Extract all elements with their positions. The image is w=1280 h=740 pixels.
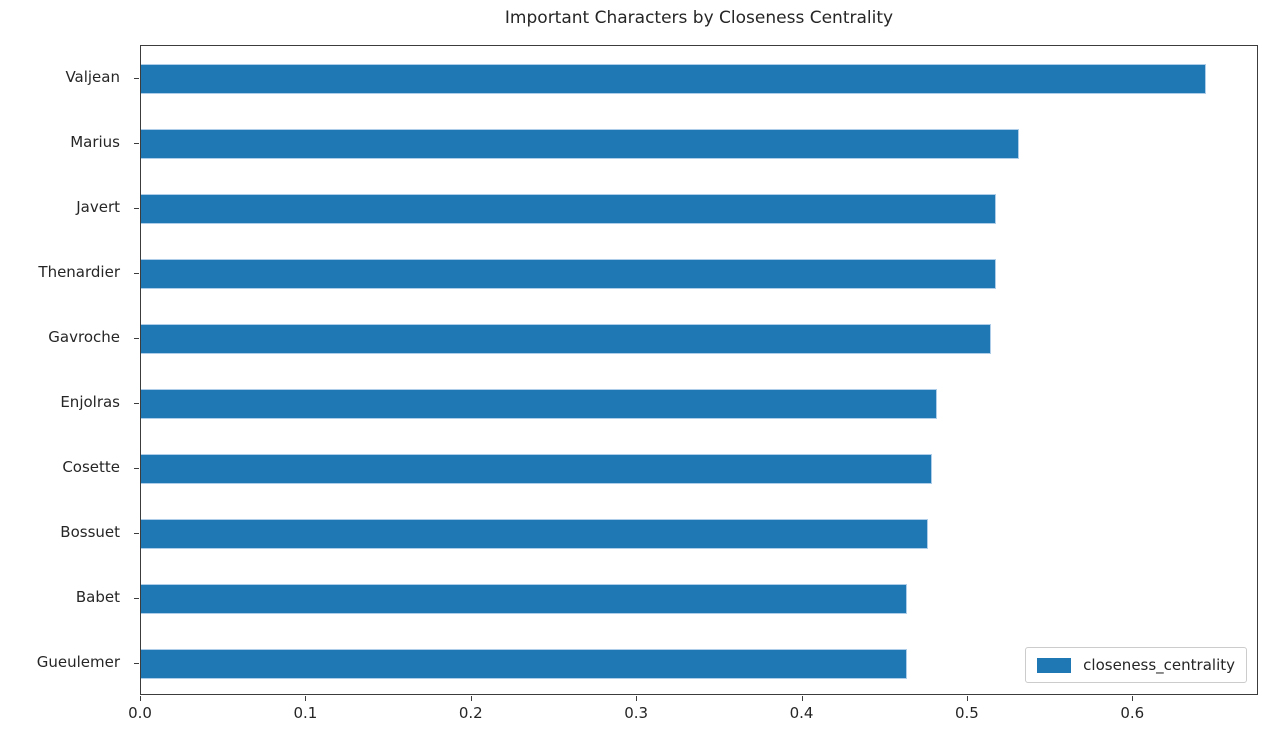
ytick-label-enjolras: Enjolras [60, 392, 120, 411]
xtick-mark [636, 696, 638, 701]
bar-bossuet [141, 518, 929, 549]
xtick-mark [470, 696, 472, 701]
ytick-label-cosette: Cosette [62, 457, 120, 476]
bar-gavroche [141, 323, 992, 354]
bar-valjean [141, 63, 1207, 94]
xtick-label-0.3: 0.3 [624, 704, 649, 722]
xtick-label-0.1: 0.1 [293, 704, 318, 722]
bar-enjolras [141, 388, 937, 419]
ytick-mark [134, 207, 139, 209]
xtick-mark [140, 696, 141, 701]
ytick-mark [134, 467, 139, 469]
bar-thenardier [141, 258, 997, 289]
ytick-mark [134, 597, 139, 599]
xtick-label-0.0: 0.0 [128, 704, 152, 722]
ytick-label-gavroche: Gavroche [48, 327, 120, 346]
ytick-mark [134, 272, 139, 274]
ytick-label-bossuet: Bossuet [60, 522, 120, 541]
ytick-label-valjean: Valjean [65, 67, 120, 86]
xtick-label-0.6: 0.6 [1120, 704, 1145, 722]
ytick-label-babet: Babet [75, 587, 120, 606]
ytick-mark [134, 337, 139, 339]
legend-label: closeness_centrality [1083, 656, 1235, 674]
ytick-mark [134, 77, 139, 79]
bar-gueulemer [141, 648, 907, 679]
bar-marius [141, 128, 1020, 159]
xtick-label-0.4: 0.4 [789, 704, 814, 722]
xtick-mark [966, 696, 968, 701]
ytick-label-thenardier: Thenardier [38, 262, 120, 281]
ytick-label-marius: Marius [70, 132, 120, 151]
legend: closeness_centrality [1025, 647, 1247, 683]
chart-title: Important Characters by Closeness Centra… [504, 8, 894, 28]
ytick-mark [134, 662, 139, 664]
xtick-label-0.2: 0.2 [458, 704, 483, 722]
xtick-mark [305, 696, 307, 701]
xtick-label-0.5: 0.5 [954, 704, 979, 722]
xtick-mark [801, 696, 803, 701]
plot-area: closeness_centrality [140, 45, 1258, 695]
ytick-label-gueulemer: Gueulemer [36, 652, 120, 671]
ytick-mark [134, 142, 139, 144]
legend-swatch [1037, 657, 1072, 673]
bar-babet [141, 583, 907, 614]
xtick-mark [1132, 696, 1134, 701]
ytick-mark [134, 532, 139, 534]
bar-javert [141, 193, 997, 224]
ytick-mark [134, 402, 139, 404]
bar-cosette [141, 453, 932, 484]
ytick-label-javert: Javert [76, 197, 120, 216]
